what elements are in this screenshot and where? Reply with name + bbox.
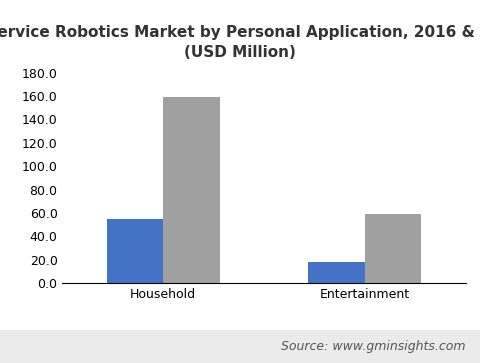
Text: Source: www.gminsights.com: Source: www.gminsights.com: [281, 340, 466, 353]
Text: UK Service Robotics Market by Personal Application, 2016 & 2024
(USD Million): UK Service Robotics Market by Personal A…: [0, 25, 480, 60]
Bar: [107, 219, 163, 283]
Legend: 2016, 2024: 2016, 2024: [199, 327, 329, 350]
Bar: [365, 214, 421, 283]
Bar: [308, 262, 365, 283]
Bar: [163, 97, 220, 283]
